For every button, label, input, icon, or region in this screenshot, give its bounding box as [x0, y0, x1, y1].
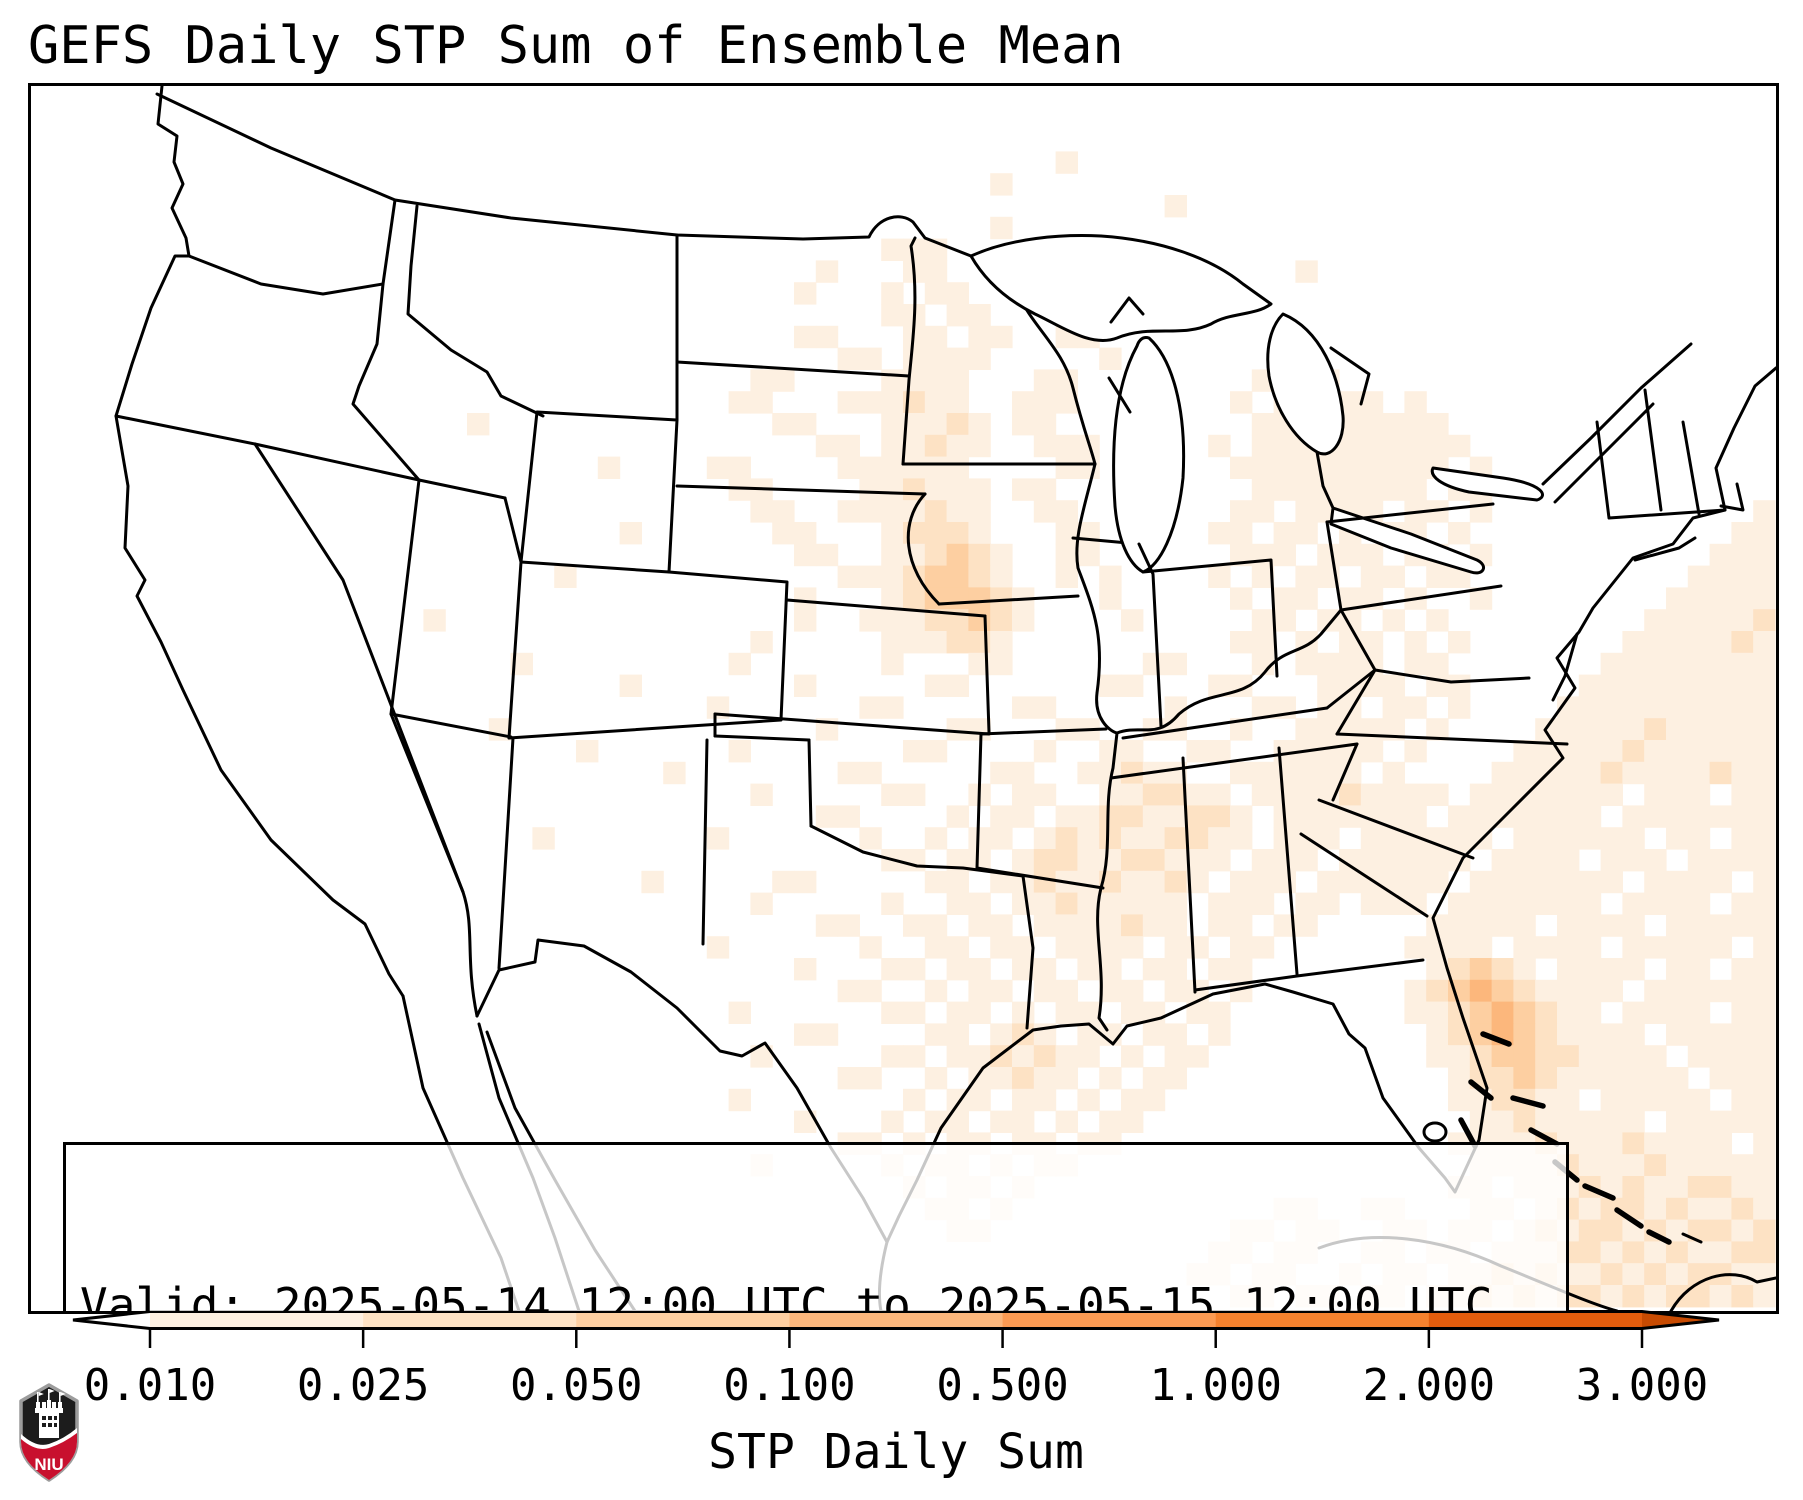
- state-border: [1109, 742, 1359, 780]
- state-border: [1335, 732, 1569, 746]
- state-border: [979, 727, 1108, 736]
- colorbar-tick-label: 3.000: [1575, 1360, 1709, 1411]
- ohio-river: [1115, 608, 1343, 735]
- state-border: [901, 236, 917, 466]
- state-border: [507, 560, 523, 740]
- castle-windows: [42, 1416, 57, 1427]
- state-border: [1137, 542, 1163, 728]
- long-island: [1633, 536, 1697, 562]
- colorbar-gradient: [72, 1310, 1720, 1348]
- state-border: [1317, 798, 1475, 860]
- potomac-river: [1373, 668, 1531, 684]
- state-border: [975, 866, 1105, 890]
- state-border: [785, 598, 987, 618]
- state-border: [701, 738, 709, 946]
- state-border: [1325, 502, 1503, 612]
- state-border: [983, 614, 991, 734]
- colorbar-tick-label: 0.025: [296, 1360, 430, 1411]
- state-border: [675, 360, 911, 378]
- state-border: [1141, 558, 1279, 678]
- lake-erie: [1329, 506, 1485, 575]
- state-border: [1193, 958, 1425, 992]
- stp-data-cells: [423, 151, 1776, 1308]
- valid-time-text: Valid: 2025-05-14 12:00 UTC to 2025-05-1…: [80, 1278, 1493, 1314]
- st-clair-river: [1315, 450, 1335, 510]
- map-canvas: Valid: 2025-05-14 12:00 UTC to 2025-05-1…: [28, 83, 1779, 1314]
- canada-border: [155, 92, 973, 258]
- state-border: [406, 204, 545, 418]
- state-border: [1595, 388, 1727, 520]
- colorbar-tick-label: 0.050: [510, 1360, 643, 1411]
- state-border: [389, 712, 479, 1018]
- state-border: [351, 282, 421, 482]
- state-border: [906, 492, 941, 606]
- georgian-bay: [1329, 346, 1371, 406]
- state-border: [1015, 290, 1097, 466]
- colorbar-tick-label: 2.000: [1362, 1360, 1496, 1411]
- valid-run-info-box: Valid: 2025-05-14 12:00 UTC to 2025-05-1…: [63, 1142, 1569, 1314]
- state-border: [713, 734, 811, 742]
- pacific-coastline: [114, 86, 405, 998]
- conus-map: [114, 86, 1776, 1311]
- state-border: [507, 570, 789, 740]
- lake-okeechobee: [1422, 1121, 1448, 1143]
- state-border: [1325, 520, 1343, 612]
- state-border: [417, 478, 507, 500]
- colorbar: [71, 1310, 1723, 1350]
- figure-title: GEFS Daily STP Sum of Ensemble Mean: [28, 16, 1124, 76]
- lake-superior: [969, 234, 1273, 342]
- colorbar-tick-label: 0.100: [723, 1360, 856, 1411]
- colorbar-tick-label: 0.010: [83, 1360, 217, 1411]
- niu-logo: NIU: [16, 1382, 82, 1486]
- colorbar-axis-label: STP Daily Sum: [708, 1424, 1084, 1480]
- state-border: [389, 478, 421, 716]
- keweenaw-peninsula: [1109, 296, 1145, 324]
- niu-shield-icon: NIU: [19, 1383, 79, 1482]
- mississippi-river: [1075, 462, 1119, 1032]
- state-border: [497, 736, 515, 970]
- state-border: [1121, 706, 1329, 740]
- state-border: [675, 484, 927, 496]
- chesapeake-bay: [1551, 632, 1579, 702]
- state-border: [1181, 756, 1197, 994]
- state-border: [503, 496, 523, 564]
- st-lawrence-river: [1541, 342, 1693, 504]
- cape-cod: [1719, 482, 1745, 512]
- state-border: [975, 732, 983, 870]
- lake-ontario: [1430, 466, 1544, 502]
- state-border: [1325, 608, 1377, 736]
- state-border: [1331, 742, 1359, 802]
- mexico-border: [475, 938, 889, 1244]
- state-border: [1021, 874, 1035, 1030]
- state-border: [1299, 832, 1429, 918]
- state-border: [253, 442, 465, 894]
- state-border: [389, 712, 513, 739]
- state-border: [187, 254, 385, 296]
- hispaniola-coastline: [1669, 1232, 1776, 1311]
- niu-text: NIU: [34, 1455, 63, 1474]
- colorbar-tick-label: 1.000: [1149, 1360, 1282, 1411]
- state-border: [519, 410, 679, 574]
- state-border: [1277, 746, 1299, 976]
- state-border: [809, 824, 1025, 878]
- state-border: [937, 594, 1080, 606]
- state-border: [807, 738, 813, 828]
- state-border: [381, 198, 397, 286]
- lake-michigan: [1112, 336, 1186, 574]
- colorbar-tick-label: 0.500: [936, 1360, 1069, 1411]
- green-bay: [1107, 376, 1132, 414]
- state-border: [713, 712, 991, 736]
